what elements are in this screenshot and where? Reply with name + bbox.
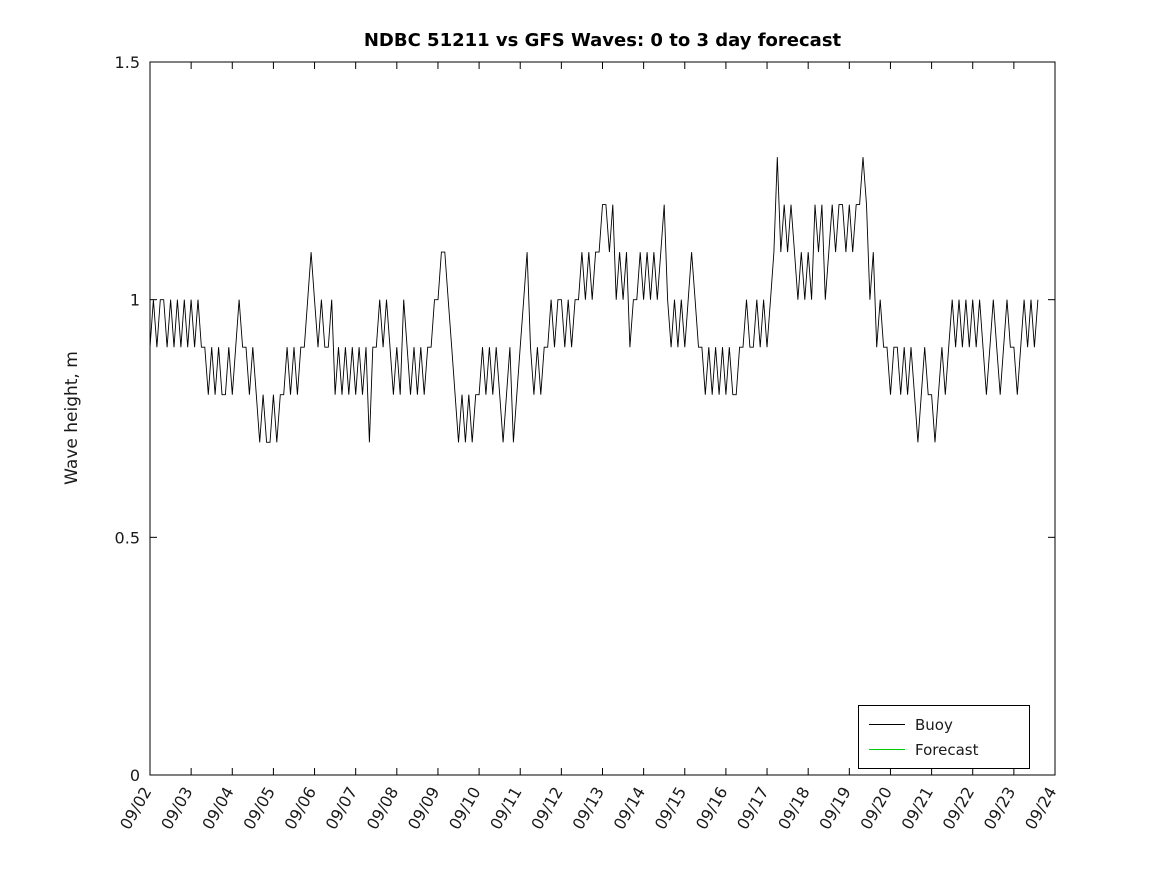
x-tick-label: 09/20 — [856, 784, 896, 833]
x-tick-label: 09/04 — [198, 784, 238, 833]
x-tick-label: 09/05 — [239, 784, 279, 833]
x-tick-label: 09/15 — [651, 784, 691, 833]
x-tick-label: 09/24 — [1021, 784, 1061, 833]
x-tick-label: 09/19 — [815, 784, 855, 833]
x-tick-label: 09/10 — [445, 784, 485, 833]
x-tick-label: 09/23 — [980, 784, 1020, 833]
x-tick-label: 09/11 — [486, 784, 526, 833]
x-tick-label: 09/14 — [610, 784, 650, 833]
x-tick-label: 09/07 — [322, 784, 362, 833]
x-tick-label: 09/13 — [568, 784, 608, 833]
legend-label-buoy: Buoy — [915, 715, 953, 734]
x-tick-label: 09/09 — [404, 784, 444, 833]
legend-entry-forecast: Forecast — [869, 737, 1019, 762]
legend-label-forecast: Forecast — [915, 740, 979, 759]
y-tick-label: 1 — [130, 291, 140, 310]
x-tick-label: 09/08 — [363, 784, 403, 833]
x-tick-label: 09/17 — [733, 784, 773, 833]
buoy-line-swatch — [869, 724, 905, 725]
x-tick-label: 09/12 — [527, 784, 567, 833]
x-tick-label: 09/18 — [774, 784, 814, 833]
x-tick-label: 09/06 — [281, 784, 321, 833]
legend: Buoy Forecast — [858, 705, 1030, 769]
chart-title: NDBC 51211 vs GFS Waves: 0 to 3 day fore… — [363, 30, 842, 51]
series-buoy — [149, 157, 1039, 443]
x-tick-label: 09/03 — [157, 784, 197, 833]
x-tick-label: 09/22 — [939, 784, 979, 833]
y-tick-label: 1.5 — [115, 53, 140, 72]
y-tick-label: 0.5 — [115, 528, 140, 547]
y-tick-label: 0 — [130, 766, 140, 785]
legend-entry-buoy: Buoy — [869, 712, 1019, 737]
x-tick-label: 09/21 — [898, 784, 938, 833]
forecast-line-swatch — [869, 749, 905, 750]
x-tick-label: 09/16 — [692, 784, 732, 833]
x-tick-label: 09/02 — [116, 784, 156, 833]
